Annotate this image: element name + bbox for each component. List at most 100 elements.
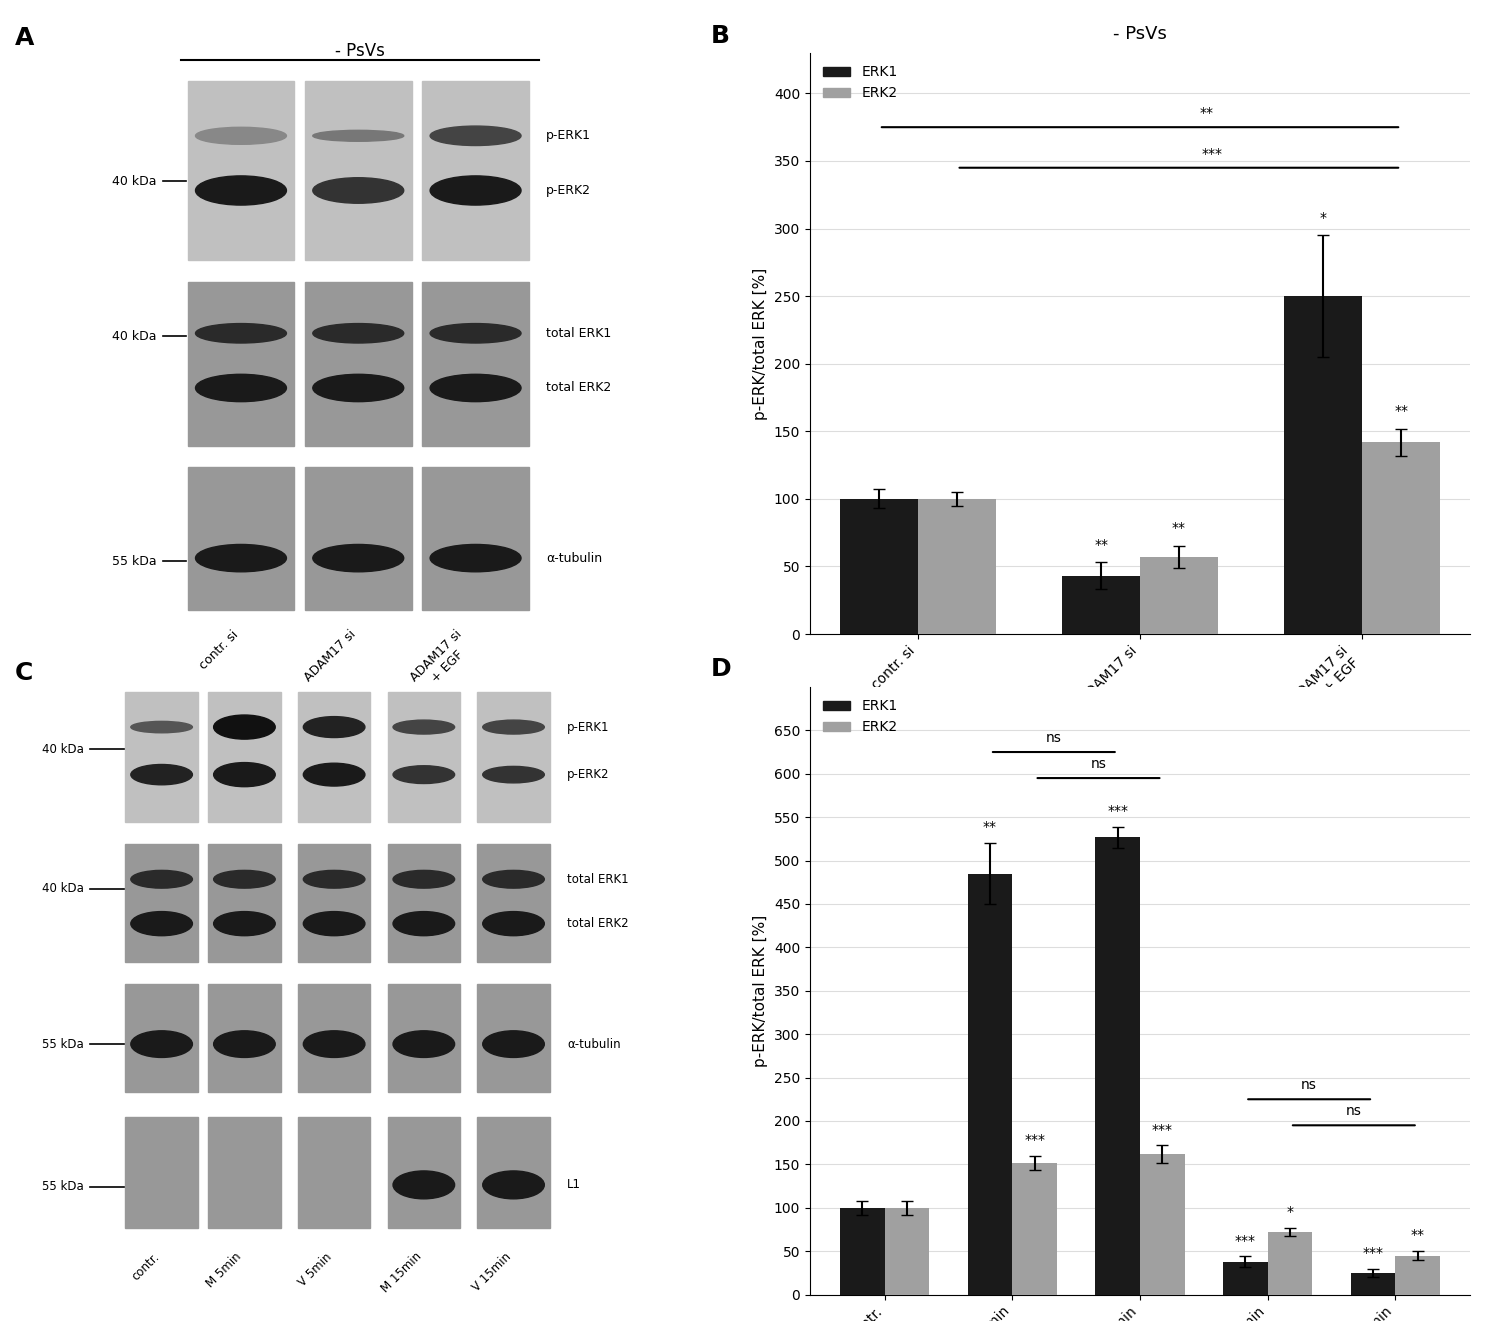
- Text: A: A: [15, 26, 34, 50]
- Text: p-ERK2: p-ERK2: [567, 768, 609, 781]
- Text: 40 kDa: 40 kDa: [42, 742, 84, 756]
- Bar: [918, 499, 996, 634]
- Ellipse shape: [430, 324, 520, 343]
- Y-axis label: p-ERK/total ERK [%]: p-ERK/total ERK [%]: [753, 267, 768, 420]
- Ellipse shape: [483, 871, 544, 888]
- Text: **: **: [1394, 404, 1408, 417]
- Text: *: *: [1320, 210, 1328, 225]
- Ellipse shape: [130, 911, 192, 935]
- Text: ***: ***: [1024, 1133, 1045, 1147]
- Text: 55 kDa: 55 kDa: [42, 1037, 84, 1050]
- Text: ns: ns: [1046, 731, 1062, 745]
- Text: α-tubulin: α-tubulin: [546, 552, 603, 564]
- Text: **: **: [1200, 107, 1214, 120]
- Text: p-ERK1: p-ERK1: [567, 720, 609, 733]
- Ellipse shape: [303, 716, 364, 737]
- Bar: [1095, 838, 1140, 1295]
- Ellipse shape: [483, 911, 544, 935]
- Text: total ERK2: total ERK2: [546, 382, 612, 395]
- Text: total ERK2: total ERK2: [567, 917, 628, 930]
- Text: ***: ***: [1152, 1123, 1173, 1136]
- Text: ADAM17 si
+ EGF: ADAM17 si + EGF: [408, 627, 476, 695]
- Ellipse shape: [303, 1030, 364, 1057]
- Bar: [885, 1207, 930, 1295]
- Ellipse shape: [314, 324, 404, 343]
- Ellipse shape: [393, 911, 454, 935]
- Text: V 5min: V 5min: [296, 1250, 334, 1289]
- Ellipse shape: [195, 544, 286, 572]
- Text: p-ERK2: p-ERK2: [546, 184, 591, 197]
- Ellipse shape: [314, 544, 404, 572]
- Text: ns: ns: [1346, 1104, 1362, 1119]
- Text: 40 kDa: 40 kDa: [42, 882, 84, 896]
- Text: 40 kDa: 40 kDa: [112, 174, 156, 188]
- Text: M 15min: M 15min: [378, 1250, 424, 1296]
- Ellipse shape: [195, 127, 286, 144]
- Text: B: B: [711, 24, 730, 48]
- Bar: [840, 1207, 885, 1295]
- Bar: [840, 499, 918, 634]
- Ellipse shape: [393, 1170, 454, 1199]
- Bar: [1062, 576, 1140, 634]
- Text: **: **: [982, 820, 998, 835]
- Ellipse shape: [483, 720, 544, 734]
- Bar: [1140, 557, 1218, 634]
- Text: ***: ***: [1107, 804, 1128, 818]
- Text: ADAM17 si: ADAM17 si: [302, 627, 358, 684]
- Ellipse shape: [430, 176, 520, 205]
- Ellipse shape: [213, 1030, 274, 1057]
- Text: *: *: [1287, 1205, 1293, 1219]
- Ellipse shape: [195, 374, 286, 402]
- Ellipse shape: [430, 544, 520, 572]
- Text: ***: ***: [1234, 1234, 1256, 1248]
- Text: ***: ***: [1202, 147, 1222, 161]
- Bar: [1362, 443, 1440, 634]
- Text: ***: ***: [1362, 1246, 1383, 1260]
- Ellipse shape: [430, 125, 520, 145]
- Text: contr.: contr.: [129, 1250, 162, 1283]
- Ellipse shape: [314, 374, 404, 402]
- Text: 55 kDa: 55 kDa: [42, 1180, 84, 1193]
- Text: C: C: [15, 660, 33, 684]
- Text: D: D: [711, 657, 732, 680]
- Text: ns: ns: [1300, 1078, 1317, 1092]
- Ellipse shape: [130, 721, 192, 733]
- Ellipse shape: [314, 131, 404, 141]
- Text: total ERK1: total ERK1: [546, 326, 612, 339]
- Text: 40 kDa: 40 kDa: [112, 330, 156, 343]
- Ellipse shape: [483, 1170, 544, 1199]
- Bar: [1268, 1232, 1312, 1295]
- Bar: [1350, 1273, 1395, 1295]
- Text: L1: L1: [567, 1178, 580, 1192]
- Text: M 5min: M 5min: [204, 1250, 245, 1291]
- Ellipse shape: [130, 765, 192, 785]
- Text: **: **: [1410, 1229, 1425, 1243]
- Ellipse shape: [393, 871, 454, 888]
- Text: contr. si: contr. si: [196, 627, 242, 672]
- Legend: ERK1, ERK2: ERK1, ERK2: [818, 59, 903, 106]
- Ellipse shape: [303, 911, 364, 935]
- Y-axis label: p-ERK/total ERK [%]: p-ERK/total ERK [%]: [753, 914, 768, 1067]
- Legend: ERK1, ERK2: ERK1, ERK2: [818, 694, 903, 740]
- Text: ns: ns: [1090, 757, 1107, 771]
- Ellipse shape: [213, 715, 274, 740]
- Ellipse shape: [195, 176, 286, 205]
- Bar: [968, 873, 1012, 1295]
- Text: total ERK1: total ERK1: [567, 873, 628, 886]
- Ellipse shape: [393, 766, 454, 783]
- Text: **: **: [1172, 522, 1186, 535]
- Ellipse shape: [130, 871, 192, 888]
- Bar: [1140, 1155, 1185, 1295]
- Ellipse shape: [483, 766, 544, 783]
- Bar: [1013, 1162, 1058, 1295]
- Bar: [1395, 1255, 1440, 1295]
- Ellipse shape: [314, 178, 404, 203]
- Ellipse shape: [393, 720, 454, 734]
- Title: - PsVs: - PsVs: [1113, 25, 1167, 44]
- Ellipse shape: [483, 1030, 544, 1057]
- Text: **: **: [1094, 538, 1108, 552]
- Ellipse shape: [303, 764, 364, 786]
- Ellipse shape: [430, 374, 520, 402]
- Bar: [1284, 296, 1362, 634]
- Ellipse shape: [393, 1030, 454, 1057]
